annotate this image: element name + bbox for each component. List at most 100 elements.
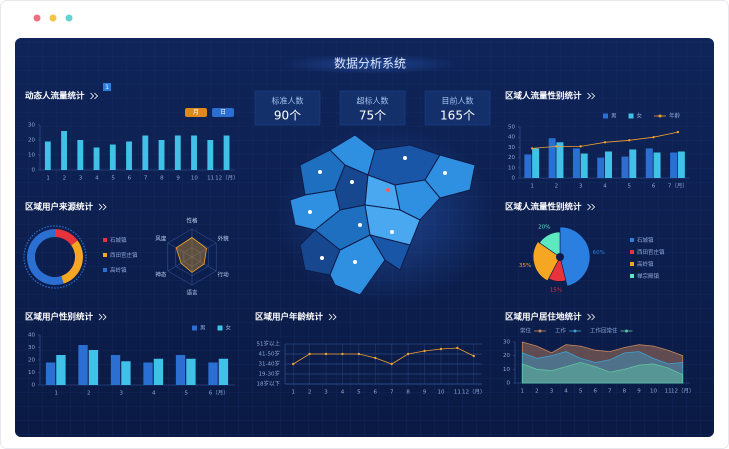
legend-swatch — [630, 238, 634, 242]
bar — [44, 141, 51, 170]
toggle-label[interactable]: 月 — [193, 109, 199, 116]
bar — [110, 355, 121, 385]
line-dot — [423, 349, 426, 353]
stat-box — [424, 90, 491, 126]
bar — [175, 355, 186, 385]
radar-label: 语言 — [186, 289, 198, 297]
x-tick-label: 4 — [603, 184, 607, 190]
legend-label: 石城镇 — [110, 236, 127, 244]
map-pin — [318, 170, 322, 174]
toggle-label[interactable]: 日 — [220, 109, 226, 116]
bar — [548, 138, 556, 178]
bar — [143, 362, 153, 385]
panel-title: 区域人流量性别统计 — [505, 91, 582, 102]
bar — [653, 152, 661, 178]
title-chevron — [587, 313, 596, 321]
line-dot — [555, 145, 558, 148]
legend-swatch — [103, 268, 107, 272]
map-pin — [386, 188, 390, 192]
map-pin — [390, 230, 394, 234]
x-tick-label: 11 — [665, 389, 672, 395]
title-chevron — [98, 313, 107, 321]
y-tick-label: 20 — [508, 155, 515, 161]
line-dot — [406, 352, 410, 356]
x-tick-label: 2 — [555, 184, 559, 190]
line-dot — [292, 362, 295, 366]
legend-swatch — [573, 329, 577, 333]
x-tick-label: 6（月） — [209, 390, 229, 397]
legend-swatch — [625, 329, 629, 333]
x-tick-label: 5 — [579, 389, 583, 395]
legend-label: 石城镇 — [637, 236, 654, 244]
bar — [109, 144, 116, 170]
x-tick-label: 8 — [160, 176, 164, 182]
x-tick-label: 11 — [454, 390, 461, 396]
bar — [645, 148, 653, 178]
toggle-button[interactable] — [185, 108, 207, 117]
y-tick-label: 20 — [28, 138, 35, 144]
panel-title: 区域用户来源统计 — [25, 202, 94, 213]
bar — [191, 135, 197, 170]
y-tick-label: 30 — [28, 123, 35, 129]
x-tick-label: 6 — [374, 390, 378, 396]
map-pin — [403, 156, 407, 160]
stat-value: 75个 — [359, 109, 386, 123]
x-tick-label: 6 — [593, 389, 597, 395]
bar — [121, 361, 131, 385]
legend-swatch — [103, 253, 107, 257]
y-tick-label: 19-30岁 — [259, 370, 280, 378]
x-tick-label: 9 — [176, 176, 180, 182]
y-tick-label: 50 — [508, 125, 515, 131]
x-tick-label: 2 — [87, 391, 91, 397]
pie-slice — [559, 226, 591, 287]
legend-label: 女 — [637, 112, 643, 120]
x-tick-label: 4 — [95, 176, 99, 182]
y-tick-label: 10 — [508, 165, 515, 171]
title-chevron — [98, 203, 107, 211]
x-tick-label: 2 — [535, 389, 539, 395]
line-dot — [357, 352, 361, 356]
legend-label: 高岭镇 — [637, 260, 654, 268]
line-dot — [390, 362, 393, 366]
x-tick-label: 1 — [55, 391, 59, 397]
x-tick-label: 4 — [564, 389, 568, 395]
bar — [207, 140, 214, 170]
legend-swatch — [192, 325, 197, 331]
panel-title: 区域用户年龄统计 — [255, 312, 324, 323]
bar — [126, 141, 132, 170]
legend-label: 常住 — [520, 327, 532, 335]
x-tick-label: 8 — [406, 390, 410, 396]
stat-label: 目前人数 — [442, 96, 474, 106]
y-tick-label: 10 — [28, 370, 35, 376]
x-tick-label: 3 — [79, 176, 83, 182]
x-tick-label: 5 — [357, 390, 361, 396]
y-tick-label: 20 — [503, 353, 510, 359]
bar — [580, 153, 588, 178]
bar — [186, 358, 196, 385]
legend-label: 西田官庄镇 — [110, 251, 138, 259]
map — [289, 134, 476, 296]
area — [521, 362, 684, 384]
legend-label: 女 — [226, 324, 232, 332]
bar — [532, 148, 540, 178]
y-tick-label: 41-50岁 — [259, 350, 280, 358]
panel-title: 区域用户性别统计 — [25, 312, 94, 323]
bar — [77, 140, 84, 170]
map-pin — [320, 256, 324, 260]
stat-box — [254, 90, 321, 126]
x-tick-label: 10 — [650, 389, 657, 395]
radar-area — [175, 236, 207, 273]
x-tick-label: 6 — [128, 176, 132, 182]
y-tick-label: 0 — [32, 168, 36, 174]
stat-value: 165个 — [440, 109, 475, 123]
map-region — [394, 179, 441, 221]
map-region — [424, 154, 476, 199]
window-dot — [33, 14, 41, 22]
donut-segment — [54, 229, 78, 246]
y-tick-label: 20 — [28, 358, 35, 364]
line-dot — [374, 356, 377, 360]
stat-label: 超标人数 — [357, 96, 389, 106]
toggle-button[interactable] — [212, 108, 234, 117]
line — [292, 347, 474, 365]
